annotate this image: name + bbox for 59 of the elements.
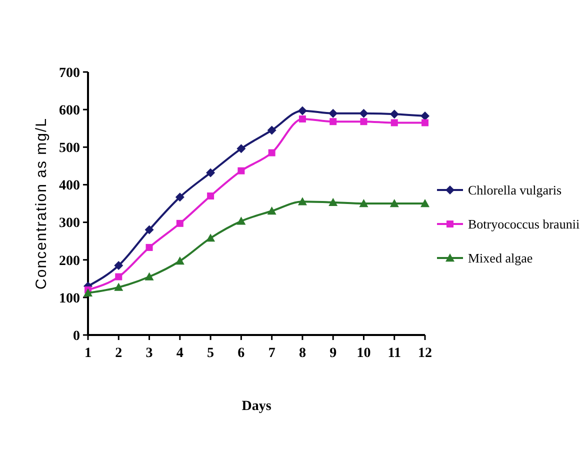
point: [175, 256, 184, 265]
x-tick-label: 5: [207, 346, 214, 361]
point: [146, 244, 153, 251]
y-tick-label: 200: [59, 254, 80, 269]
point: [420, 199, 430, 208]
point: [238, 167, 245, 174]
x-tick-label: 9: [330, 346, 337, 361]
point: [328, 198, 338, 206]
point: [330, 118, 337, 126]
x-axis-title: Days: [242, 399, 272, 414]
point: [236, 144, 246, 154]
y-tick-label: 100: [59, 291, 80, 306]
point: [328, 108, 338, 118]
y-tick-label: 700: [59, 66, 80, 81]
x-tick-label: 8: [298, 346, 306, 361]
legend-label: Chlorella vulgaris: [468, 182, 562, 198]
x-tick-label: 7: [268, 346, 276, 361]
point: [359, 199, 368, 208]
point: [298, 197, 307, 206]
point: [267, 126, 276, 135]
x-tick-label: 4: [176, 346, 184, 361]
point: [267, 206, 276, 215]
y-tick-label: 600: [59, 103, 80, 118]
x-tick-label: 11: [388, 346, 401, 361]
point: [175, 192, 184, 202]
x-tick-label: 1: [84, 346, 92, 361]
point: [144, 272, 154, 280]
x-tick-label: 6: [238, 346, 245, 361]
point: [84, 288, 92, 297]
x-tick-label: 3: [146, 346, 153, 361]
point: [114, 260, 124, 270]
legend-label: Mixed algae: [468, 250, 533, 266]
point: [144, 225, 154, 234]
point: [206, 234, 216, 242]
point: [359, 108, 368, 118]
point: [176, 220, 184, 227]
y-tick-label: 400: [59, 178, 80, 194]
point: [206, 168, 216, 178]
point: [420, 111, 430, 120]
y-tick-label: 0: [73, 328, 80, 344]
point: [207, 192, 214, 200]
point: [115, 273, 122, 280]
y-axis-title: Concentration as mg/L: [33, 118, 50, 290]
y-tick-label: 300: [59, 216, 80, 232]
legend-label: Botryococcus braunii: [468, 216, 580, 232]
x-tick-label: 12: [418, 346, 432, 361]
x-tick-label: 10: [356, 346, 371, 361]
y-tick-label: 500: [59, 141, 80, 156]
point: [268, 149, 276, 156]
point: [390, 110, 399, 119]
point: [298, 115, 306, 122]
point: [390, 119, 398, 126]
point: [236, 216, 246, 225]
point: [298, 106, 307, 116]
x-tick-label: 2: [115, 346, 122, 361]
point: [390, 199, 399, 208]
point: [360, 118, 368, 126]
point: [114, 282, 124, 291]
point: [422, 119, 428, 126]
